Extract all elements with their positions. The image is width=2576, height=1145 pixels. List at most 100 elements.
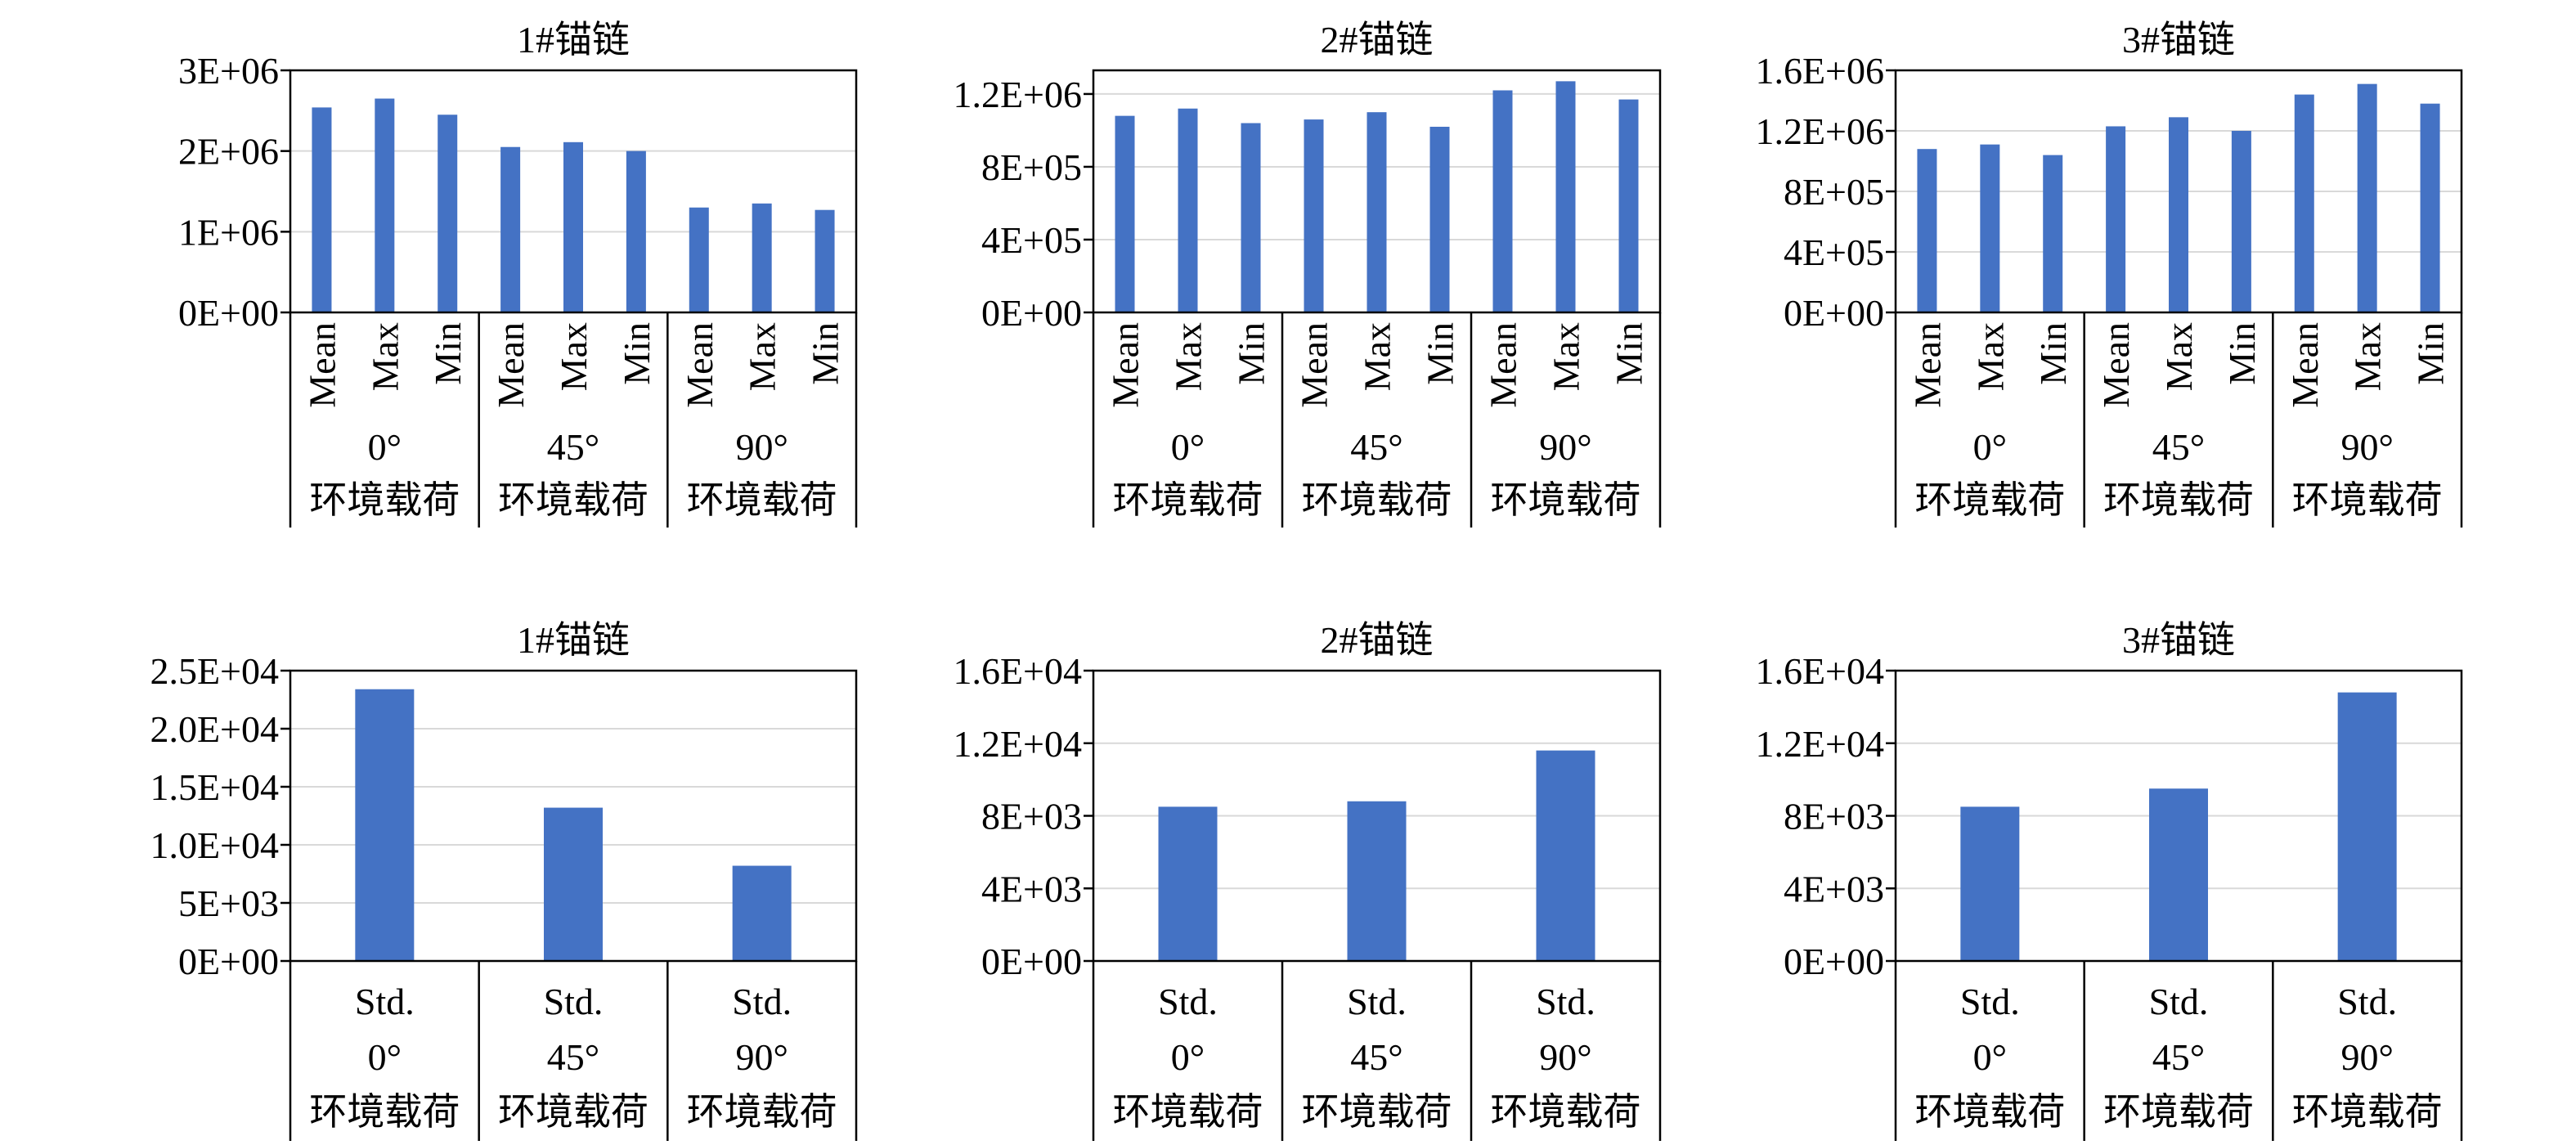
group-angle-label: 45° xyxy=(547,426,599,468)
x-category-label: Std. xyxy=(1347,981,1407,1022)
x-category-label: Min xyxy=(616,322,657,385)
group-load-label: 环境载荷 xyxy=(1302,479,1452,521)
y-tick-label: 5E+03 xyxy=(178,882,279,924)
bar xyxy=(375,98,395,313)
y-tick-label: 1.6E+06 xyxy=(1755,50,1884,92)
group-angle-label: 45° xyxy=(1350,426,1402,468)
x-category-label: Max xyxy=(1969,322,2011,391)
bar xyxy=(312,107,332,312)
group-angle-label: 0° xyxy=(1973,1036,2007,1078)
group-angle-label: 45° xyxy=(1350,1036,1402,1078)
chart-panel-3: 3#锚链 0E+00 4E+05 8E+05 1.2E+06 1.6E+06 Mean Max… xyxy=(1755,19,2463,528)
y-tick-label: 8E+03 xyxy=(981,796,1082,837)
x-category-label: Max xyxy=(2158,322,2200,391)
x-category-label: Std. xyxy=(2149,981,2209,1022)
group-angle-label: 45° xyxy=(547,1036,599,1078)
y-tick-label: 1E+06 xyxy=(178,211,279,253)
plot-frame xyxy=(1894,669,2463,963)
chart-title: 1#锚链 xyxy=(517,619,630,661)
x-category-label: Std. xyxy=(355,981,415,1022)
y-tick-label: 4E+03 xyxy=(981,868,1082,909)
bar xyxy=(752,203,772,312)
y-tick-label: 0E+00 xyxy=(1784,292,1884,334)
group-load-label: 环境载荷 xyxy=(1491,1091,1641,1133)
plot-frame xyxy=(1092,69,1662,314)
y-tick-label: 1.2E+04 xyxy=(1755,723,1884,765)
x-category-label: Mean xyxy=(1105,322,1147,408)
group-angle-label: 90° xyxy=(2340,1036,2393,1078)
x-category-label: Std. xyxy=(1158,981,1218,1022)
x-category-label: Max xyxy=(364,322,406,391)
y-tick-label: 1.6E+04 xyxy=(1755,650,1884,692)
x-category-label: Std. xyxy=(732,981,792,1022)
bar xyxy=(1241,123,1261,312)
y-tick-label: 1.2E+04 xyxy=(953,723,1082,765)
bar xyxy=(1304,119,1324,312)
group-angle-label: 90° xyxy=(1539,426,1591,468)
chart-panel-5: 2#锚链 0E+00 4E+03 8E+03 1.2E+04 1.6E+04 Std. Std… xyxy=(953,619,1662,1141)
group-load-label: 环境载荷 xyxy=(309,479,460,521)
bar xyxy=(2169,117,2188,312)
x-category-label: Max xyxy=(2347,322,2389,391)
x-category-label: Max xyxy=(1546,322,1587,391)
bar xyxy=(1115,115,1135,312)
group-angle-label: 0° xyxy=(368,1036,402,1078)
group-angle-label: 90° xyxy=(1539,1036,1591,1078)
x-category-label: Mean xyxy=(1294,322,1335,408)
bar xyxy=(1367,112,1387,312)
y-tick-label: 0E+00 xyxy=(1784,941,1884,982)
x-category-label: Mean xyxy=(679,322,720,408)
bar xyxy=(2337,692,2397,961)
bar xyxy=(1618,99,1639,313)
chart-panel-6: 3#锚链 0E+00 4E+03 8E+03 1.2E+04 1.6E+04 Std. Std… xyxy=(1755,619,2463,1141)
x-category-label: Mean xyxy=(1906,322,1948,408)
x-category-label: Std. xyxy=(2337,981,2397,1022)
x-category-label: Min xyxy=(2410,322,2452,385)
group-angle-label: 90° xyxy=(2340,426,2393,468)
plot-frame xyxy=(289,69,858,314)
group-load-label: 环境载荷 xyxy=(1113,479,1263,521)
group-angle-label: 0° xyxy=(1171,1036,1205,1078)
x-category-label: Max xyxy=(553,322,595,391)
group-load-label: 环境载荷 xyxy=(2103,479,2254,521)
y-tick-label: 0E+00 xyxy=(178,292,279,334)
x-category-label: Min xyxy=(1609,322,1650,385)
bar xyxy=(2294,94,2314,312)
chart-title: 3#锚链 xyxy=(2122,619,2235,661)
group-load-label: 环境载荷 xyxy=(1302,1091,1452,1133)
y-tick-label: 3E+06 xyxy=(178,50,279,92)
y-tick-label: 0E+00 xyxy=(178,941,279,982)
x-category-label: Min xyxy=(2032,322,2074,385)
chart-panel-2: 2#锚链 0E+00 4E+05 8E+05 1.2E+06 Mean Max Min Mean… xyxy=(953,19,1662,528)
bar xyxy=(2106,126,2126,312)
group-load-label: 环境载荷 xyxy=(1491,479,1641,521)
y-tick-label: 8E+03 xyxy=(1784,796,1884,837)
group-load-label: 环境载荷 xyxy=(2103,1091,2254,1133)
y-tick-label: 2.5E+04 xyxy=(150,650,279,692)
bar xyxy=(1960,806,2020,961)
chart-title: 1#锚链 xyxy=(517,19,630,61)
x-category-label: Max xyxy=(742,322,783,391)
chart-title: 2#锚链 xyxy=(1321,19,1434,61)
group-load-label: 环境载荷 xyxy=(1914,479,2065,521)
x-category-label: Mean xyxy=(2095,322,2137,408)
chart-panel-1: 1#锚链 0E+00 1E+06 2E+06 3E+06 Mean Max Min Mean Ma… xyxy=(178,19,858,528)
y-tick-label: 0E+00 xyxy=(981,292,1082,334)
plot-frame xyxy=(1092,669,1662,963)
y-tick-label: 8E+05 xyxy=(1784,171,1884,213)
bar xyxy=(1917,149,1937,312)
y-tick-label: 4E+03 xyxy=(1784,868,1884,909)
group-load-label: 环境载荷 xyxy=(687,479,837,521)
x-category-label: Std. xyxy=(1536,981,1595,1022)
x-category-label: Std. xyxy=(1960,981,2020,1022)
bar xyxy=(815,209,835,312)
group-load-label: 环境载荷 xyxy=(498,479,648,521)
bar xyxy=(2043,155,2063,312)
bar xyxy=(732,865,792,961)
bar xyxy=(2149,788,2208,961)
bar xyxy=(1555,81,1576,312)
y-tick-label: 2.0E+04 xyxy=(150,708,279,750)
bar xyxy=(563,141,583,312)
group-load-label: 环境载荷 xyxy=(309,1091,460,1133)
